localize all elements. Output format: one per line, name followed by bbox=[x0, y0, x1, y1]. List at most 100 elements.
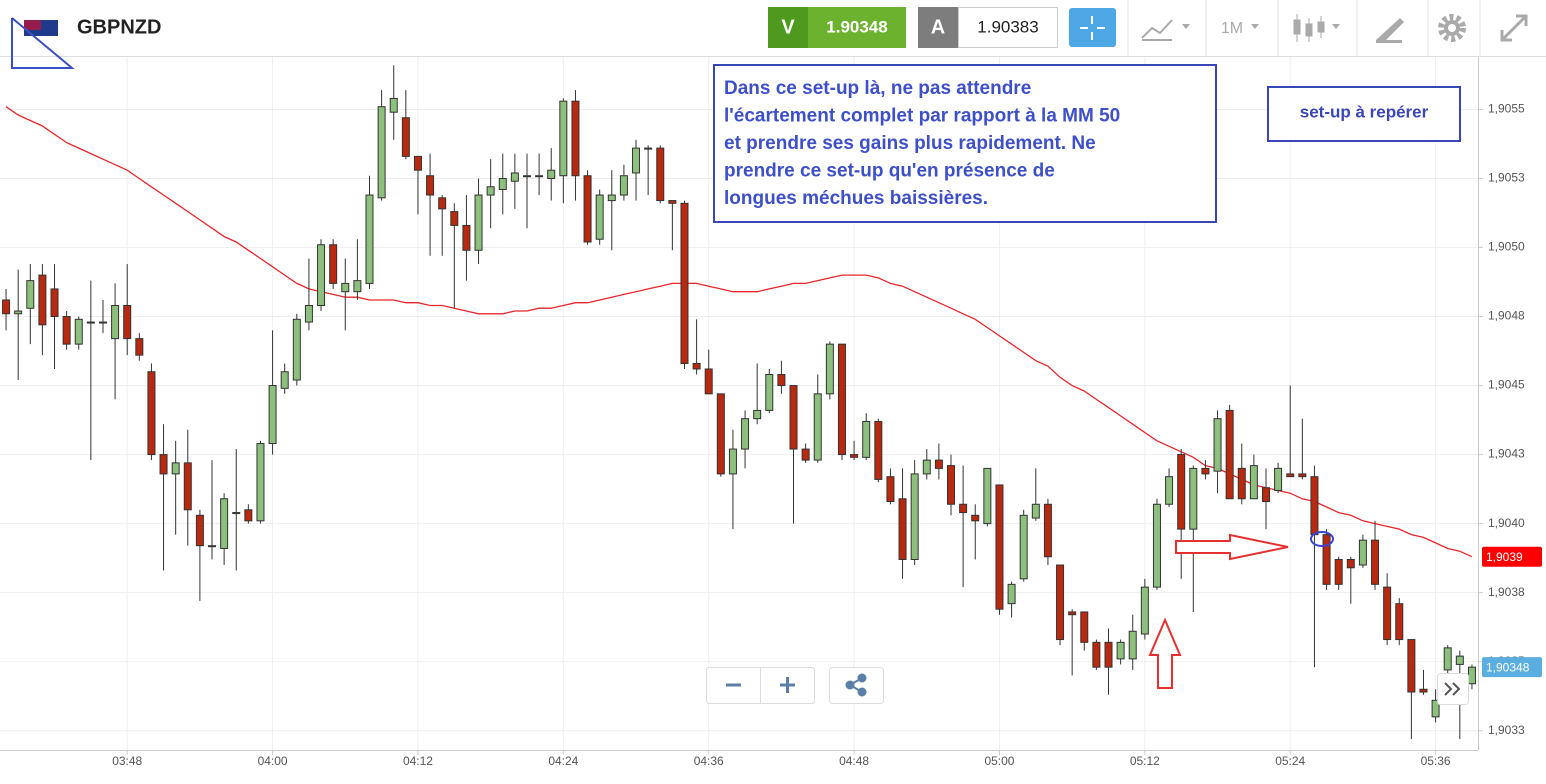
candle-body bbox=[1104, 641, 1113, 668]
note-line: longues méchues baissières. bbox=[724, 188, 988, 209]
candle-body bbox=[256, 443, 265, 522]
candle-body bbox=[1261, 487, 1270, 503]
candle-body bbox=[656, 147, 665, 202]
candle-body bbox=[1237, 467, 1246, 500]
scroll-latest-button[interactable] bbox=[1437, 673, 1469, 705]
candle-body bbox=[607, 194, 616, 202]
candle-body bbox=[1177, 454, 1186, 530]
candle-body bbox=[353, 280, 362, 293]
candle-body bbox=[741, 418, 750, 450]
candle-body bbox=[801, 448, 810, 461]
candle-body bbox=[1225, 409, 1234, 500]
candle-body bbox=[171, 462, 180, 475]
candle-body bbox=[1043, 503, 1052, 558]
candle-body bbox=[728, 448, 737, 475]
zoom-in[interactable] bbox=[780, 677, 795, 693]
crosshair-button[interactable] bbox=[1069, 8, 1116, 47]
candle-body bbox=[1274, 467, 1283, 491]
candle-body bbox=[1056, 564, 1065, 641]
candle-body bbox=[74, 318, 83, 345]
candle-body bbox=[1007, 583, 1016, 605]
toolbar-dividers bbox=[1127, 0, 1481, 56]
candle-body bbox=[98, 321, 107, 324]
buy-button[interactable] bbox=[918, 7, 958, 48]
chart-type-button[interactable] bbox=[1141, 19, 1190, 41]
note-box bbox=[713, 64, 1217, 223]
candle-body bbox=[111, 304, 120, 340]
candles bbox=[2, 65, 1476, 739]
candle-body bbox=[1407, 639, 1416, 693]
candle-body bbox=[886, 476, 895, 503]
candle-body bbox=[183, 462, 192, 511]
setup-box bbox=[1267, 86, 1461, 142]
y-tick-label: 1,9048 bbox=[1488, 309, 1525, 323]
x-tick-label: 04:24 bbox=[548, 754, 578, 768]
candle-body bbox=[1431, 699, 1440, 718]
candle-body bbox=[692, 362, 701, 370]
price-tag-label: 1,90348 bbox=[1486, 660, 1530, 674]
candle-body bbox=[644, 147, 653, 150]
timeframe-caret bbox=[1251, 24, 1259, 29]
note-line: Dans ce set-up là, ne pas attendre bbox=[724, 78, 1031, 99]
fullscreen-button[interactable] bbox=[1500, 14, 1528, 42]
sell-button[interactable] bbox=[768, 7, 808, 48]
candle-body bbox=[1165, 476, 1174, 505]
sell-price-box[interactable] bbox=[808, 7, 906, 48]
candles-button[interactable] bbox=[1293, 14, 1340, 42]
candle-body bbox=[1298, 473, 1307, 478]
y-tick-label: 1,9043 bbox=[1488, 447, 1525, 461]
buy-price-box[interactable] bbox=[958, 7, 1058, 48]
candle-body bbox=[898, 498, 907, 560]
candle-body bbox=[874, 420, 883, 480]
candle-body bbox=[389, 97, 398, 113]
candle-body bbox=[668, 200, 677, 204]
candle-body bbox=[571, 100, 580, 177]
candle-body bbox=[1310, 476, 1319, 536]
candle-body bbox=[268, 385, 277, 445]
x-tick-label: 04:00 bbox=[258, 754, 288, 768]
candle-body bbox=[208, 545, 217, 548]
candle-body bbox=[159, 454, 168, 475]
candle-body bbox=[280, 371, 289, 389]
symbol: GBPNZD bbox=[77, 16, 161, 38]
drawn-triangle bbox=[11, 17, 75, 69]
candle-body bbox=[14, 310, 23, 315]
crosshair-icon bbox=[1080, 16, 1105, 40]
candle-body bbox=[1140, 586, 1149, 635]
candle-body bbox=[595, 194, 604, 240]
candle-body bbox=[450, 211, 459, 226]
note-text: Dans ce set-up là, ne pas attendre l'écar… bbox=[724, 78, 1120, 209]
timeframe[interactable]: 1M bbox=[1221, 20, 1243, 37]
candle-body bbox=[220, 498, 229, 549]
candle-body bbox=[474, 194, 483, 251]
candle-body bbox=[632, 147, 641, 174]
candle-body bbox=[1031, 503, 1040, 519]
scroll-latest-icon bbox=[1444, 682, 1461, 696]
candle-body bbox=[1286, 473, 1295, 478]
candle-body bbox=[922, 459, 931, 475]
candle-body bbox=[547, 169, 556, 179]
candle-body bbox=[1080, 611, 1089, 643]
drawing-button[interactable] bbox=[1376, 18, 1404, 43]
share-button[interactable] bbox=[829, 667, 884, 704]
candle-body bbox=[413, 155, 422, 171]
candle-body bbox=[2, 299, 11, 315]
x-tick-label: 04:12 bbox=[403, 754, 433, 768]
candle-body bbox=[232, 512, 241, 515]
candle-body bbox=[1249, 465, 1258, 500]
sell-label: V bbox=[781, 16, 795, 38]
settings-button[interactable] bbox=[1438, 14, 1466, 42]
price-tags: 1,9039 1,90348 bbox=[1482, 546, 1542, 678]
candle-body bbox=[1395, 603, 1404, 641]
candle-body bbox=[789, 385, 798, 450]
candle-body bbox=[1334, 558, 1343, 585]
candle-body bbox=[123, 304, 132, 340]
y-tick-label: 1,9033 bbox=[1488, 723, 1525, 737]
candle-body bbox=[147, 371, 156, 456]
candle-body bbox=[777, 374, 786, 387]
zoom-controls bbox=[706, 667, 815, 704]
up-arrow bbox=[1148, 617, 1182, 689]
candle-body bbox=[486, 186, 495, 196]
candle-body bbox=[1358, 539, 1367, 566]
